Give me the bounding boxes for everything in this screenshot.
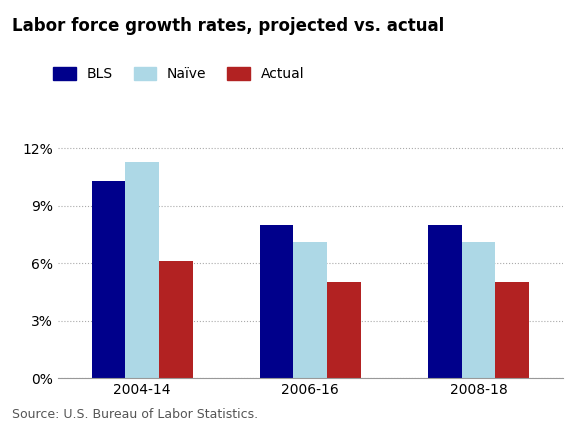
Legend: BLS, Naïve, Actual: BLS, Naïve, Actual [53,67,305,81]
Bar [125,162,159,378]
Text: Source: U.S. Bureau of Labor Statistics.: Source: U.S. Bureau of Labor Statistics. [12,408,258,421]
Bar [260,225,293,378]
Text: Labor force growth rates, projected vs. actual: Labor force growth rates, projected vs. … [12,17,444,35]
Bar [462,242,495,378]
Bar [293,242,327,378]
Bar [428,225,462,378]
Bar [92,181,125,378]
Bar [159,261,193,378]
Bar [327,283,361,378]
Bar [495,283,529,378]
